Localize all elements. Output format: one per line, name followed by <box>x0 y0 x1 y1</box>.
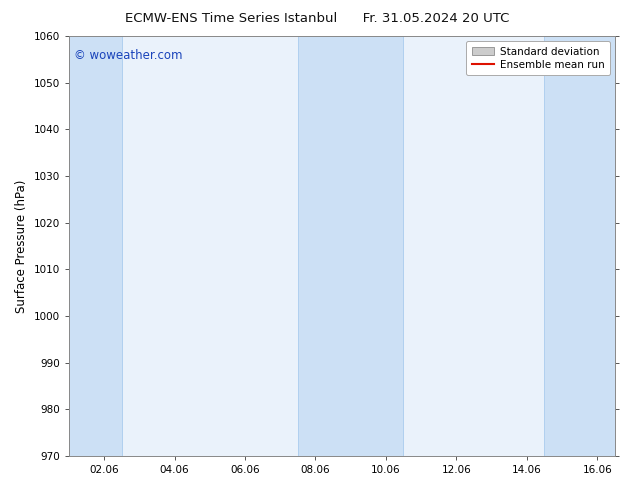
Bar <box>298 36 403 456</box>
Bar <box>545 36 615 456</box>
Text: © woweather.com: © woweather.com <box>74 49 183 62</box>
Y-axis label: Surface Pressure (hPa): Surface Pressure (hPa) <box>15 179 28 313</box>
Legend: Standard deviation, Ensemble mean run: Standard deviation, Ensemble mean run <box>467 41 610 75</box>
Text: ECMW-ENS Time Series Istanbul      Fr. 31.05.2024 20 UTC: ECMW-ENS Time Series Istanbul Fr. 31.05.… <box>125 12 509 25</box>
Bar <box>69 36 122 456</box>
